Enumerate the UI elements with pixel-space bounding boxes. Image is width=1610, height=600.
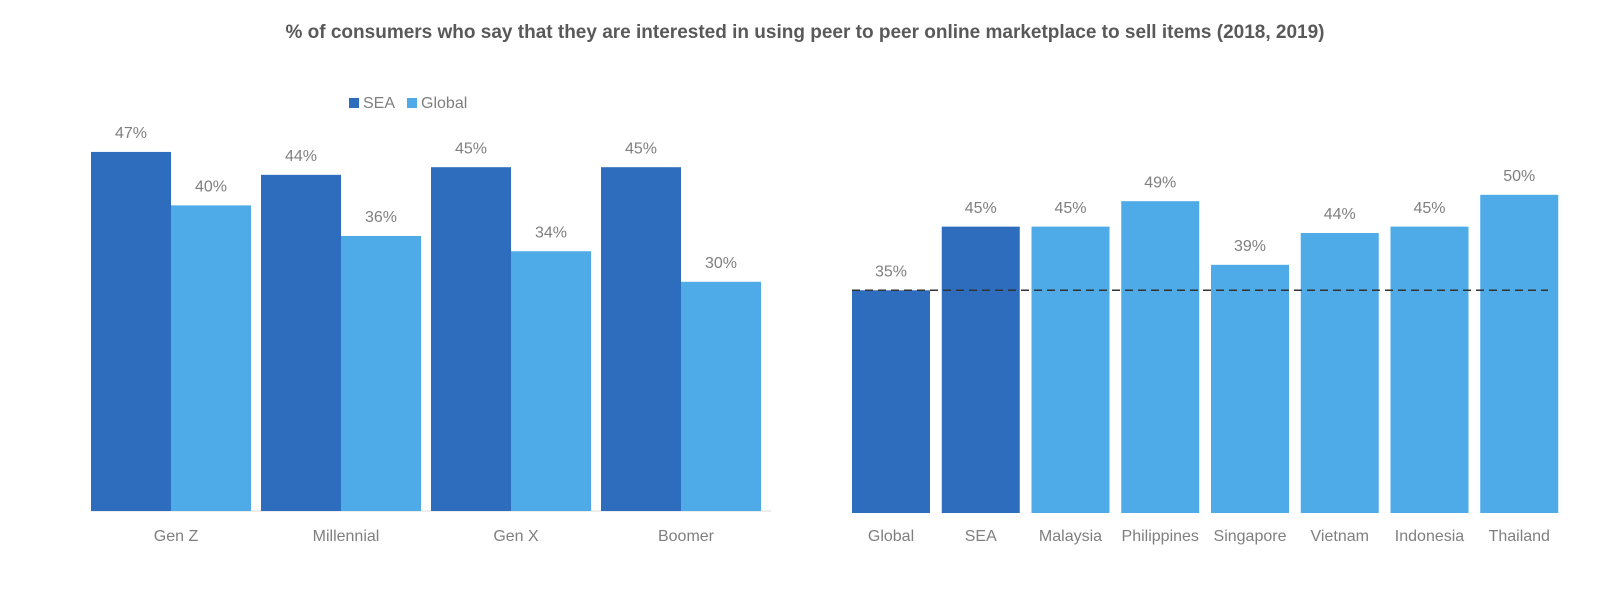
x-tick-label: Malaysia — [1039, 528, 1102, 545]
data-label: 35% — [875, 263, 907, 280]
x-tick-label: Boomer — [658, 528, 715, 545]
data-label: 40% — [195, 179, 227, 196]
bar — [1121, 201, 1200, 513]
data-label: 45% — [1413, 200, 1445, 217]
data-label: 45% — [625, 140, 657, 157]
bar — [1211, 264, 1289, 513]
data-label: 30% — [705, 255, 737, 272]
legend-swatch — [349, 98, 359, 108]
data-label: 47% — [115, 125, 147, 142]
legend-label: Global — [421, 95, 467, 112]
x-tick-label: SEA — [965, 528, 997, 545]
bar — [1300, 233, 1379, 513]
x-tick-label: Gen X — [493, 528, 539, 545]
bar — [91, 151, 171, 512]
chart-title: % of consumers who say that they are int… — [285, 22, 1324, 43]
bar — [341, 235, 421, 511]
data-label: 50% — [1503, 168, 1535, 185]
bar — [431, 167, 511, 511]
bar — [601, 167, 681, 511]
legend-swatch — [407, 98, 418, 108]
data-label: 34% — [535, 224, 567, 241]
x-tick-label: Singapore — [1214, 528, 1287, 545]
data-label: 45% — [455, 140, 487, 157]
data-label: 44% — [1324, 206, 1356, 223]
bar — [681, 281, 761, 511]
x-tick-label: Global — [868, 528, 914, 545]
bar — [511, 251, 591, 512]
x-tick-label: Philippines — [1122, 528, 1199, 545]
bar — [261, 174, 341, 511]
bar — [1031, 226, 1110, 514]
bar — [171, 205, 251, 511]
x-tick-label: Indonesia — [1395, 528, 1464, 545]
bar — [1480, 194, 1559, 513]
legend-label: SEA — [363, 95, 395, 112]
data-label: 45% — [1054, 200, 1086, 217]
data-label: 45% — [965, 200, 997, 217]
x-tick-label: Vietnam — [1311, 528, 1369, 545]
x-tick-label: Millennial — [313, 528, 380, 545]
x-tick-label: Thailand — [1489, 528, 1550, 545]
data-label: 39% — [1234, 238, 1266, 255]
bar — [1390, 226, 1469, 514]
data-label: 36% — [365, 209, 397, 226]
bar — [941, 226, 1020, 514]
data-label: 44% — [285, 148, 317, 165]
data-label: 49% — [1144, 174, 1176, 191]
x-tick-label: Gen Z — [154, 528, 199, 545]
bar — [852, 290, 930, 513]
